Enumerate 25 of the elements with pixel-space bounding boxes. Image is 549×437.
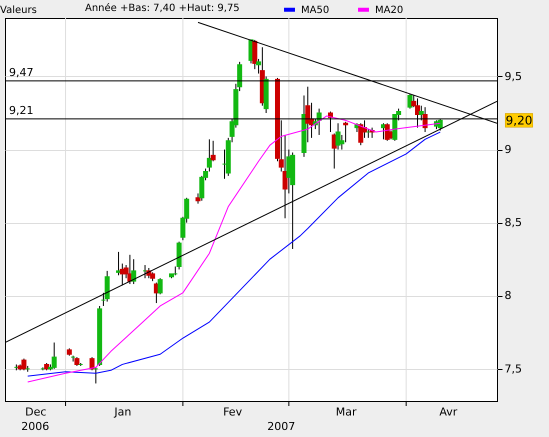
y-tick-label: 9: [504, 143, 512, 156]
candlestick: [131, 258, 136, 285]
y-tick-label: 7,5: [504, 362, 522, 376]
y-tick-label: 8: [504, 289, 512, 302]
x-tick-label: Mar: [336, 406, 357, 418]
candlestick: [358, 122, 364, 146]
chart-subtitle: Année +Bas: 7,40 +Haut: 9,75: [85, 3, 240, 14]
ref-line-label: 9,47: [9, 66, 34, 79]
x-tick-label: Jan: [113, 406, 132, 418]
candlestick: [21, 358, 26, 371]
text: 9,20: [506, 113, 532, 128]
y-tick-label: 9,5: [504, 70, 522, 83]
x-tick-label: Fev: [223, 406, 243, 418]
candlestick: [52, 342, 57, 370]
candlestick: [252, 39, 258, 70]
text: 2007: [267, 420, 296, 433]
text: 2006: [21, 420, 50, 433]
ref-line-label: 9,21: [9, 104, 34, 117]
candlestick: [104, 270, 110, 302]
x-tick-label: Avr: [439, 406, 458, 418]
x-tick-label: Dec: [25, 406, 46, 418]
legend-title: Valeurs: [0, 5, 37, 16]
y-tick-label: 8,5: [504, 216, 522, 230]
legend-label: MA20: [375, 4, 404, 16]
legend-label: MA50: [301, 4, 330, 16]
